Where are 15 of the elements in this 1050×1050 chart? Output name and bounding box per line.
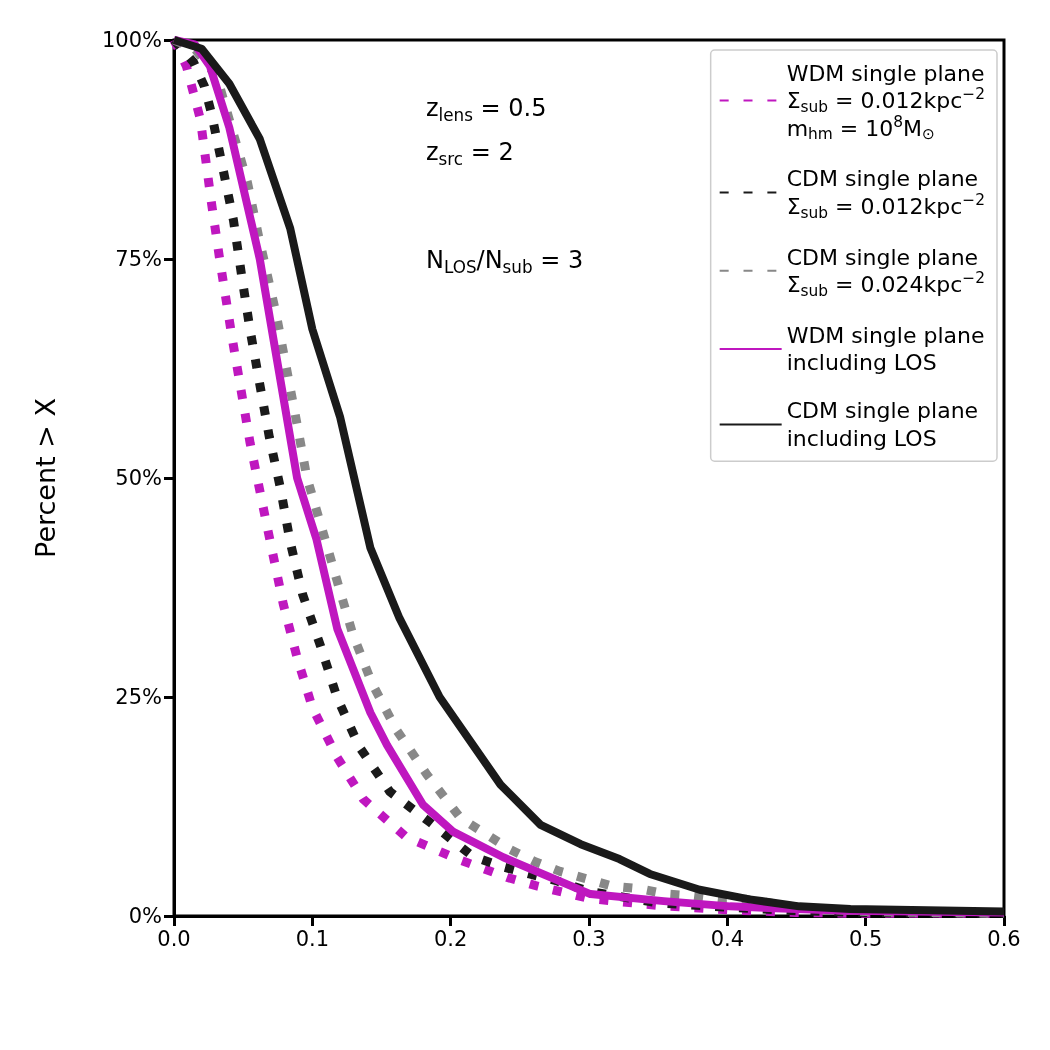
y-axis-title: Percent > X: [30, 398, 61, 558]
x-tick-label: 0.6: [987, 926, 1021, 951]
y-tick-label: 25%: [115, 685, 162, 709]
legend-label: CDM single plane including LOS: [786, 398, 979, 451]
x-tick-label: 0.5: [848, 926, 883, 951]
x-tick-label: 0.3: [572, 926, 606, 951]
y-tick-label: 0%: [128, 904, 162, 928]
x-tick-label: 0.4: [710, 926, 745, 951]
y-tick-label: 100%: [101, 28, 162, 52]
legend-label: WDM single plane including LOS: [786, 322, 985, 376]
y-tick-label: 50%: [115, 466, 162, 490]
x-tick-label: 0.2: [433, 926, 468, 951]
y-tick-label: 75%: [115, 247, 162, 271]
x-tick-label: 0.0: [157, 926, 191, 951]
x-tick-label: 0.1: [295, 926, 330, 951]
